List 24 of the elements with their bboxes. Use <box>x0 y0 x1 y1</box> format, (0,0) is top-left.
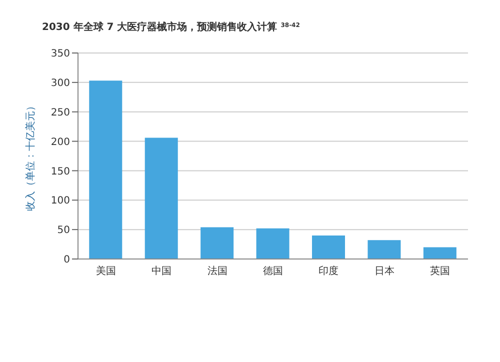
y-tick-label: 150 <box>50 166 70 178</box>
chart-title: 2030 年全球 7 大医疗器械市场，预测销售收入计算 $^{38-42}$ <box>42 21 300 33</box>
bar <box>312 235 345 259</box>
y-tick-label: 0 <box>64 254 70 266</box>
x-tick-label: 日本 <box>374 265 394 278</box>
x-tick-label: 中国 <box>152 265 172 278</box>
y-tick-label: 250 <box>50 107 70 118</box>
y-tick-label: 100 <box>50 196 70 207</box>
x-tick-label: 德国 <box>263 266 283 278</box>
y-tick-label: 200 <box>50 136 70 148</box>
x-tick-label: 英国 <box>430 265 450 278</box>
x-tick-label: 法国 <box>207 265 228 278</box>
y-tick-label: 350 <box>50 48 70 60</box>
x-tick-label: 印度 <box>318 265 339 278</box>
bar <box>256 228 290 259</box>
bar <box>423 247 456 259</box>
bar <box>89 80 122 259</box>
x-tick-label: 美国 <box>96 265 116 278</box>
y-tick-label: 50 <box>57 225 70 236</box>
y-tick-label: 300 <box>50 78 70 89</box>
bar <box>200 227 234 259</box>
bar <box>144 138 178 259</box>
y-axis-title: 收入（单位：十亿美元） <box>24 101 37 211</box>
bar <box>368 240 401 259</box>
